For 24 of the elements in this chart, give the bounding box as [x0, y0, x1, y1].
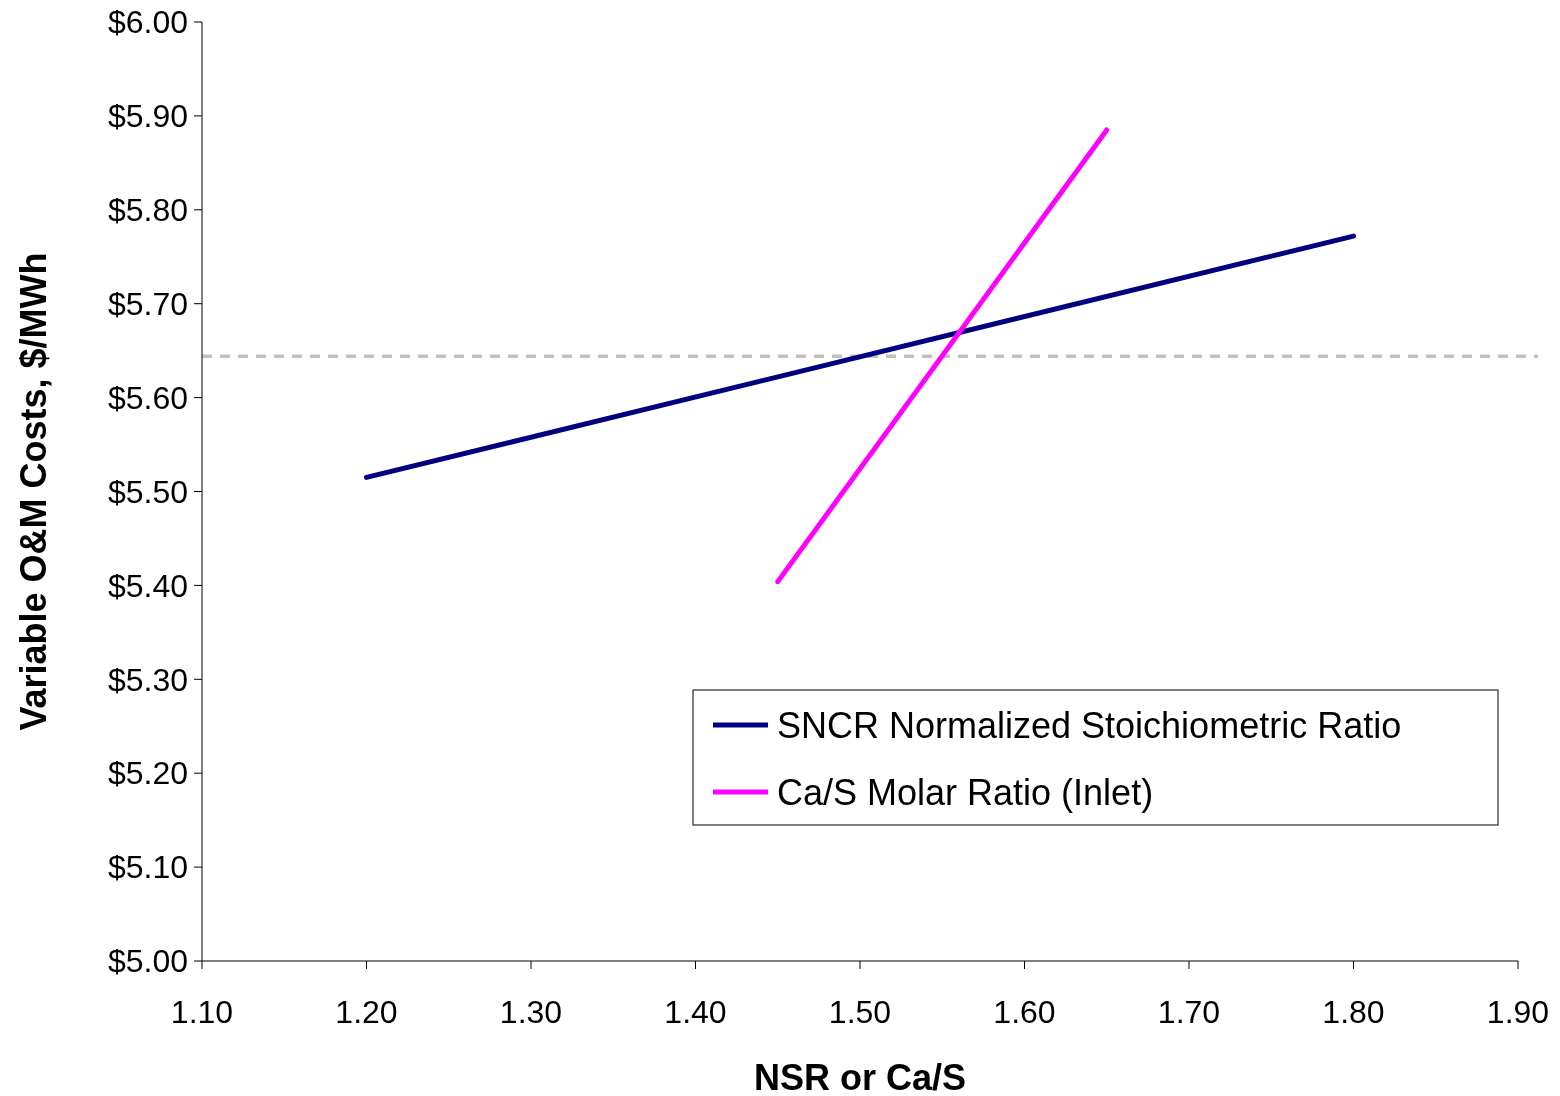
x-tick-label: 1.80 — [1322, 994, 1385, 1030]
x-tick-label: 1.10 — [170, 994, 234, 1030]
y-tick-label: $5.00 — [107, 943, 188, 980]
y-tick-label: $5.60 — [107, 379, 188, 416]
y-tick-label: $6.00 — [107, 4, 188, 41]
y-tick-label: $5.90 — [107, 98, 188, 135]
y-tick-label: $5.70 — [107, 285, 188, 322]
x-tick-label: 1.50 — [828, 994, 892, 1030]
x-tick-label: 1.60 — [993, 994, 1056, 1030]
legend-label: SNCR Normalized Stoichiometric Ratio — [777, 704, 1402, 746]
y-tick-label: $5.20 — [107, 755, 188, 792]
y-tick-label: $5.80 — [107, 192, 188, 228]
y-axis-title: Variable O&M Costs, $/MWh — [13, 252, 54, 731]
x-tick-label: 1.70 — [1157, 994, 1221, 1030]
legend-label: Ca/S Molar Ratio (Inlet) — [777, 771, 1154, 813]
x-tick-label: 1.40 — [664, 994, 727, 1030]
y-tick-label: $5.30 — [107, 661, 188, 698]
x-tick-label: 1.30 — [499, 994, 563, 1030]
x-tick-label: 1.90 — [1486, 994, 1550, 1030]
y-tick-label: $5.10 — [107, 849, 188, 886]
y-tick-label: $5.40 — [107, 567, 188, 604]
x-tick-label: 1.20 — [335, 994, 398, 1030]
y-tick-label: $5.50 — [107, 473, 188, 510]
x-axis-title: NSR or Ca/S — [753, 1057, 967, 1096]
